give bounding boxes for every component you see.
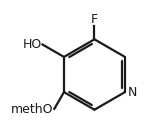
Text: N: N	[128, 86, 137, 99]
Text: F: F	[91, 13, 98, 26]
Text: methO: methO	[11, 103, 54, 116]
Text: HO: HO	[23, 38, 42, 51]
